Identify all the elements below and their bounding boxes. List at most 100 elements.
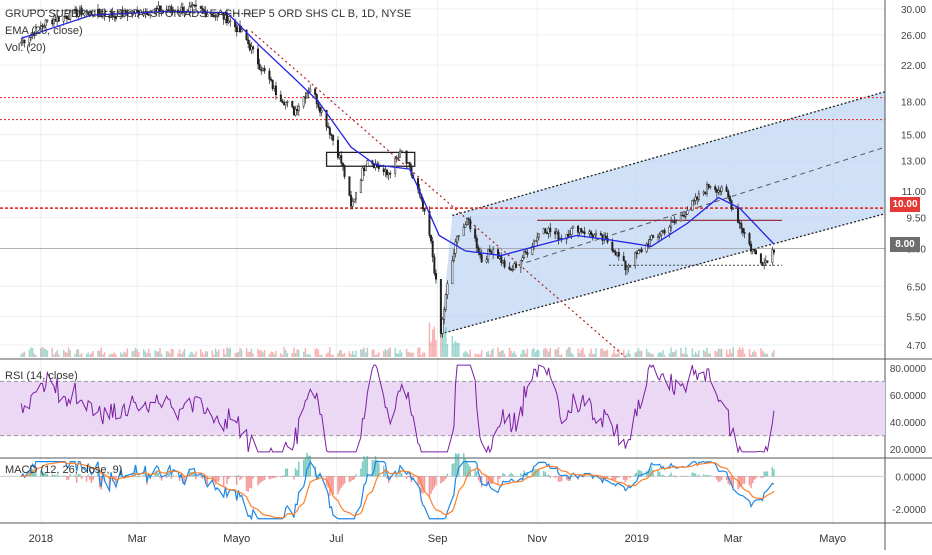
volume-bar xyxy=(54,352,57,357)
volume-bar xyxy=(133,350,135,357)
candle-body xyxy=(354,192,357,200)
volume-bar xyxy=(742,347,744,357)
candle-body xyxy=(612,250,615,253)
volume-bar xyxy=(190,351,192,357)
macd-histogram-bar xyxy=(405,476,408,479)
macd-histogram-bar xyxy=(69,474,71,477)
candle-body xyxy=(317,103,320,108)
macd-histogram-bar xyxy=(526,472,529,477)
instrument-legend[interactable]: GRUPO SUPERVIELLE S.A. SPON ADS EACH REP… xyxy=(5,8,412,20)
volume-bar xyxy=(329,347,331,357)
volume-bar xyxy=(703,349,705,357)
macd-histogram-bar xyxy=(753,476,756,480)
candle-body xyxy=(634,252,637,266)
macd-histogram-bar xyxy=(719,476,721,482)
price-tick-label: 18.00 xyxy=(901,98,926,109)
macd-histogram-bar xyxy=(302,459,305,477)
volume-bar xyxy=(365,352,367,357)
macd-histogram-bar xyxy=(280,476,282,478)
volume-bar xyxy=(549,348,552,357)
volume-bar xyxy=(431,329,434,357)
volume-bar xyxy=(53,354,55,357)
volume-bar xyxy=(668,353,671,357)
volume-bar xyxy=(343,352,346,357)
volume-bar xyxy=(373,349,375,357)
candle-body xyxy=(469,219,472,230)
volume-bar xyxy=(649,352,651,357)
macd-histogram-bar xyxy=(583,475,586,477)
candle-body xyxy=(692,200,695,202)
rsi-tick-label: 40.0000 xyxy=(890,418,927,429)
volume-bar xyxy=(675,349,677,357)
macd-histogram-bar xyxy=(629,476,632,479)
volume-bar xyxy=(138,352,140,357)
candle-body xyxy=(237,25,240,33)
candle-body xyxy=(513,263,516,270)
candle-body xyxy=(648,239,651,247)
volume-bar xyxy=(417,347,419,357)
macd-histogram-bar xyxy=(237,474,240,477)
macd-histogram-bar xyxy=(178,476,181,481)
volume-bar xyxy=(154,350,156,357)
macd-histogram-bar xyxy=(286,468,289,477)
macd-tick-label: 0.0000 xyxy=(895,472,926,483)
macd-histogram-bar xyxy=(422,476,424,494)
candle-body xyxy=(340,155,343,164)
volume-bar xyxy=(216,351,218,357)
macd-histogram-bar xyxy=(578,476,581,477)
volume-bar xyxy=(560,354,563,357)
macd-histogram-bar xyxy=(252,476,254,479)
volume-bar xyxy=(234,353,236,357)
macd-histogram-bar xyxy=(698,474,700,477)
volume-bar xyxy=(85,354,88,357)
macd-histogram-bar xyxy=(376,459,378,477)
macd-histogram-bar xyxy=(567,476,569,481)
volume-bar xyxy=(262,352,264,357)
volume-bar xyxy=(249,351,251,357)
macd-histogram-bar xyxy=(647,471,649,477)
candle-body xyxy=(154,8,157,12)
volume-bar xyxy=(508,347,511,357)
volume-bar xyxy=(582,347,584,357)
volume-bar xyxy=(87,352,89,357)
candle-body xyxy=(542,228,545,235)
macd-histogram-bar xyxy=(765,471,767,477)
macd-histogram-bar xyxy=(546,475,548,477)
macd-histogram-bar xyxy=(766,471,769,477)
volume-bar xyxy=(371,349,374,357)
candle-body xyxy=(750,243,753,252)
macd-histogram-bar xyxy=(62,475,65,477)
macd-legend[interactable]: MACD (12, 26, close, 9) xyxy=(5,464,123,476)
volume-bar xyxy=(637,347,640,357)
volume-bar xyxy=(691,348,694,357)
candle-body xyxy=(554,231,557,235)
candle-body xyxy=(650,235,653,240)
macd-histogram-bar xyxy=(234,476,236,478)
x-axis-label: Mayo xyxy=(223,533,250,545)
candle-body xyxy=(684,213,687,217)
volume-legend[interactable]: Vol. (20) xyxy=(5,42,46,54)
ema-legend[interactable]: EMA (20, close) xyxy=(5,25,83,37)
macd-histogram-bar xyxy=(508,474,511,477)
volume-bar xyxy=(165,351,168,357)
candle-body xyxy=(704,191,707,194)
volume-bar xyxy=(353,354,356,357)
volume-bar xyxy=(366,347,369,357)
macd-histogram-bar xyxy=(544,472,547,477)
macd-histogram-bar xyxy=(89,476,91,480)
rsi-legend[interactable]: RSI (14, close) xyxy=(5,370,78,382)
macd-histogram-bar xyxy=(337,476,339,495)
volume-bar xyxy=(332,354,334,357)
macd-histogram-bar xyxy=(382,465,385,477)
candle-body xyxy=(20,41,23,44)
candle-body xyxy=(320,110,323,113)
macd-histogram-bar xyxy=(627,476,630,477)
macd-histogram-bar xyxy=(467,464,470,477)
volume-bar xyxy=(218,349,220,357)
macd-histogram-bar xyxy=(624,476,627,483)
macd-histogram-bar xyxy=(557,476,560,482)
macd-histogram-bar xyxy=(670,472,672,477)
macd-histogram-bar xyxy=(634,473,636,477)
